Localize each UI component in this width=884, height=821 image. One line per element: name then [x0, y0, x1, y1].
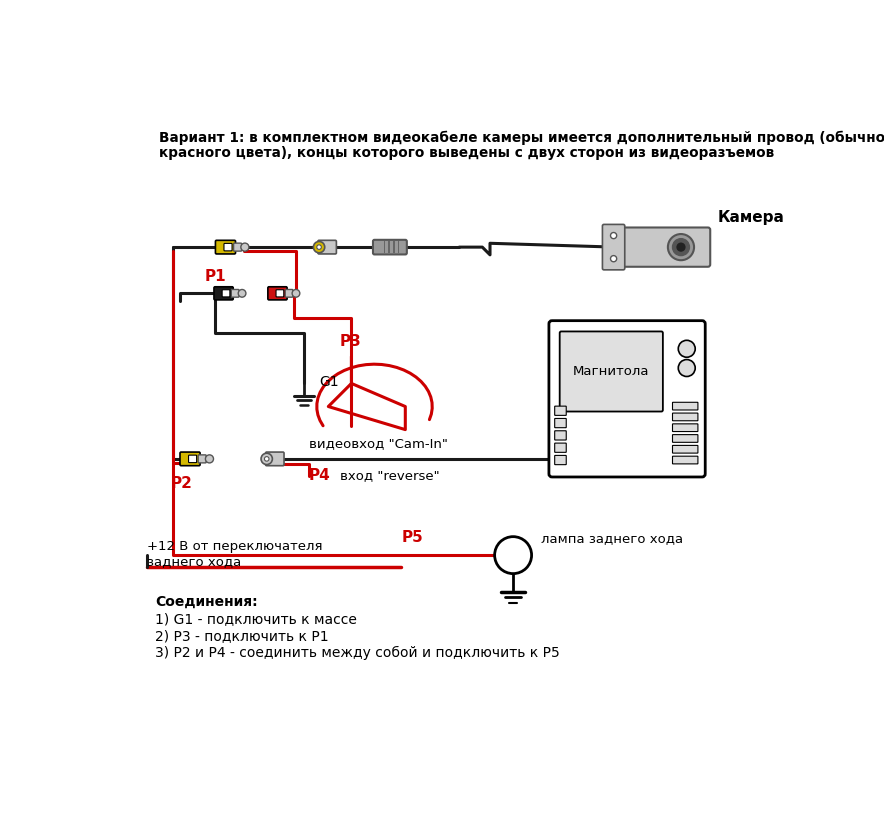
Text: Камера: Камера: [718, 210, 785, 226]
Text: красного цвета), концы которого выведены с двух сторон из видеоразъемов: красного цвета), концы которого выведены…: [159, 146, 774, 160]
Circle shape: [495, 537, 531, 574]
Circle shape: [611, 255, 617, 262]
Text: заднего хода: заднего хода: [148, 555, 241, 568]
FancyBboxPatch shape: [276, 290, 284, 297]
FancyBboxPatch shape: [268, 287, 287, 300]
FancyBboxPatch shape: [554, 406, 567, 415]
Bar: [384, 241, 385, 253]
Text: P4: P4: [309, 468, 331, 484]
FancyBboxPatch shape: [214, 287, 233, 300]
FancyBboxPatch shape: [198, 455, 206, 463]
Circle shape: [676, 242, 686, 252]
Text: видеовход "Cam-In": видеовход "Cam-In": [309, 437, 448, 450]
Circle shape: [261, 453, 272, 465]
Text: Вариант 1: в комплектном видеокабеле камеры имеется дополнительный провод (обычн: Вариант 1: в комплектном видеокабеле кам…: [159, 131, 884, 145]
Circle shape: [292, 290, 300, 297]
Circle shape: [238, 290, 246, 297]
Circle shape: [673, 239, 690, 255]
FancyBboxPatch shape: [222, 290, 230, 297]
Text: P3: P3: [339, 333, 362, 349]
FancyBboxPatch shape: [673, 456, 697, 464]
FancyBboxPatch shape: [554, 431, 567, 440]
Text: 2) P3 - подключить к P1: 2) P3 - подключить к P1: [155, 629, 329, 643]
Circle shape: [264, 456, 269, 461]
Text: 3) P2 и P4 - соединить между собой и подключить к P5: 3) P2 и P4 - соединить между собой и под…: [155, 646, 560, 660]
FancyBboxPatch shape: [554, 443, 567, 452]
Text: Магнитола: Магнитола: [573, 365, 650, 378]
Text: Соединения:: Соединения:: [155, 595, 257, 609]
FancyBboxPatch shape: [673, 402, 697, 410]
FancyBboxPatch shape: [673, 413, 697, 421]
Text: лампа заднего хода: лампа заднего хода: [541, 532, 683, 544]
Text: P2: P2: [171, 476, 193, 491]
Bar: [398, 241, 400, 253]
FancyBboxPatch shape: [216, 241, 235, 254]
FancyBboxPatch shape: [373, 240, 407, 255]
FancyBboxPatch shape: [621, 227, 710, 267]
Bar: [393, 241, 394, 253]
Text: вход "reverse": вход "reverse": [339, 470, 439, 482]
Text: P5: P5: [401, 530, 423, 545]
FancyBboxPatch shape: [554, 456, 567, 465]
Circle shape: [314, 241, 324, 253]
Text: P1: P1: [205, 269, 226, 284]
FancyBboxPatch shape: [180, 452, 200, 466]
FancyBboxPatch shape: [560, 332, 663, 411]
Circle shape: [205, 455, 214, 463]
Circle shape: [678, 360, 695, 377]
Circle shape: [678, 340, 695, 357]
FancyBboxPatch shape: [554, 419, 567, 428]
FancyBboxPatch shape: [602, 224, 625, 270]
FancyBboxPatch shape: [549, 321, 705, 477]
FancyBboxPatch shape: [673, 446, 697, 453]
Text: G1: G1: [319, 375, 339, 389]
Bar: [388, 241, 390, 253]
Circle shape: [240, 243, 249, 251]
FancyBboxPatch shape: [318, 241, 337, 254]
FancyBboxPatch shape: [188, 455, 196, 462]
FancyBboxPatch shape: [286, 290, 293, 297]
Text: +12 В от переключателя: +12 В от переключателя: [148, 540, 323, 553]
Circle shape: [668, 234, 694, 260]
FancyBboxPatch shape: [224, 243, 232, 251]
FancyBboxPatch shape: [233, 243, 241, 251]
FancyBboxPatch shape: [673, 424, 697, 432]
FancyBboxPatch shape: [232, 290, 239, 297]
Circle shape: [611, 232, 617, 239]
Text: 1) G1 - подключить к массе: 1) G1 - подключить к массе: [155, 612, 357, 626]
FancyBboxPatch shape: [673, 434, 697, 443]
FancyBboxPatch shape: [265, 452, 284, 466]
Circle shape: [316, 245, 321, 250]
